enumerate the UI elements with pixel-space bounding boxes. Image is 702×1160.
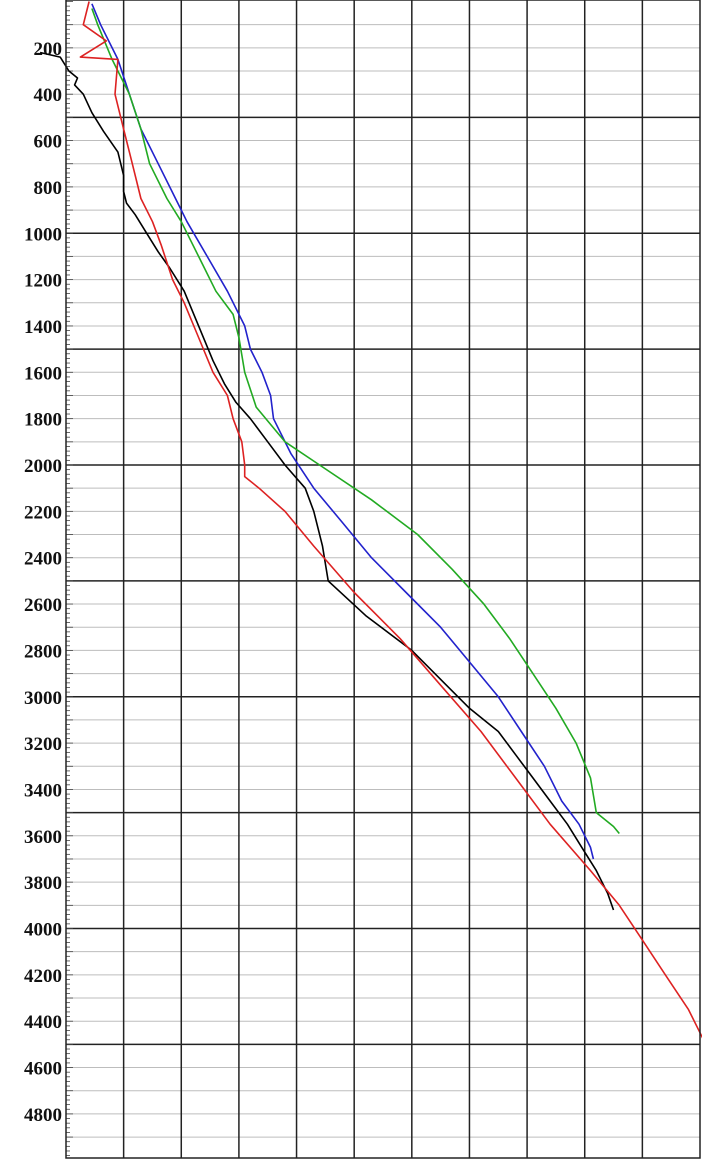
y-tick-label: 400: [34, 85, 63, 106]
y-axis-ruler: [66, 1, 73, 1157]
y-tick-label: 200: [34, 39, 63, 60]
y-tick-label: 1600: [24, 363, 62, 384]
data-series: [39, 1, 702, 1039]
y-tick-label: 4200: [24, 966, 62, 987]
grid-minor-horizontal: [66, 24, 700, 1138]
series-line-2: [91, 3, 595, 860]
y-tick-label: 2600: [24, 595, 62, 616]
series-line-1: [39, 51, 615, 911]
grid-major-horizontal: [66, 116, 700, 1046]
y-tick-label: 2400: [24, 549, 62, 570]
y-tick-label: 3800: [24, 873, 62, 894]
y-tick-label: 1000: [24, 224, 62, 245]
y-tick-label: 4800: [24, 1105, 62, 1126]
y-tick-label: 2000: [24, 456, 62, 477]
y-tick-label: 600: [34, 132, 63, 153]
plot-frame: [65, 0, 701, 1159]
y-tick-label: 1800: [24, 410, 62, 431]
y-tick-label: 3200: [24, 734, 62, 755]
y-tick-label: 800: [34, 178, 63, 199]
y-tick-label: 2200: [24, 502, 62, 523]
grid-vertical: [122, 0, 644, 1158]
series-line-4: [79, 1, 702, 1039]
y-tick-label: 3400: [24, 780, 62, 801]
y-tick-label: 3600: [24, 827, 62, 848]
y-tick-label: 3000: [24, 688, 62, 709]
y-tick-label: 4400: [24, 1012, 62, 1033]
y-tick-label: 1200: [24, 271, 62, 292]
y-tick-label: 2800: [24, 641, 62, 662]
y-tick-label: 1400: [24, 317, 62, 338]
y-tick-labels: 200 400 600 800 1000 1200 1400 1600 1800 2000 2200…: [24, 39, 62, 1126]
series-line-3: [91, 8, 620, 835]
y-tick-label: 4000: [24, 920, 62, 941]
y-tick-label: 4600: [24, 1059, 62, 1080]
